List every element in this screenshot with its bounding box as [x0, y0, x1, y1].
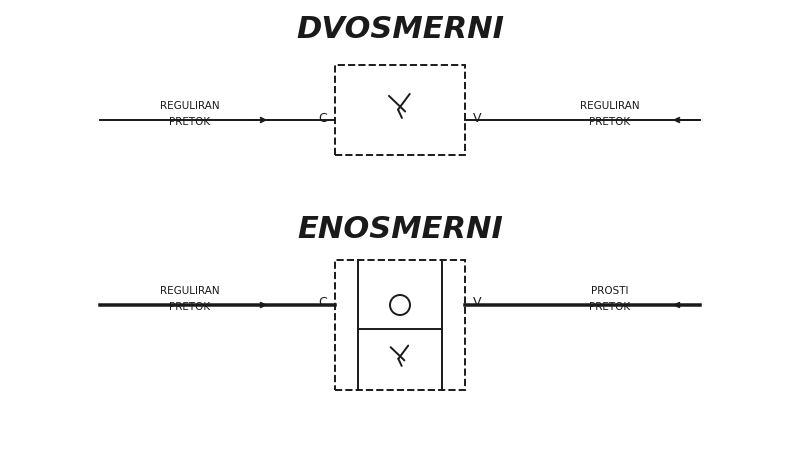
Bar [335, 65, 465, 155]
Text: C: C [318, 297, 327, 310]
Text: PRETOK: PRETOK [590, 302, 630, 312]
Text: DVOSMERNI: DVOSMERNI [296, 15, 504, 45]
Text: REGULIRAN: REGULIRAN [580, 101, 640, 111]
Text: PROSTI: PROSTI [591, 286, 629, 296]
Text: C: C [318, 112, 327, 125]
Text: PRETOK: PRETOK [590, 117, 630, 127]
Text: REGULIRAN: REGULIRAN [160, 286, 220, 296]
Text: REGULIRAN: REGULIRAN [160, 101, 220, 111]
Text: PRETOK: PRETOK [170, 117, 210, 127]
Bar [335, 260, 465, 390]
Text: V: V [473, 297, 482, 310]
Text: ENOSMERNI: ENOSMERNI [297, 216, 503, 244]
Text: V: V [473, 112, 482, 125]
Text: PRETOK: PRETOK [170, 302, 210, 312]
